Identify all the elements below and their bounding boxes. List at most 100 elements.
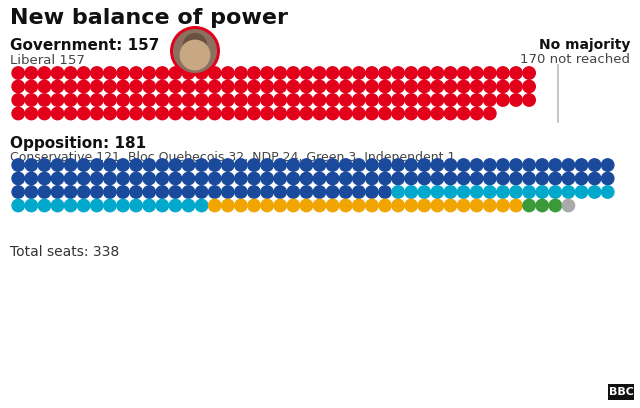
Circle shape xyxy=(169,80,182,93)
Circle shape xyxy=(116,172,129,185)
Circle shape xyxy=(209,186,221,198)
Circle shape xyxy=(25,94,38,106)
Circle shape xyxy=(314,186,326,198)
Circle shape xyxy=(353,172,365,185)
Circle shape xyxy=(353,159,365,171)
Circle shape xyxy=(339,94,352,106)
Circle shape xyxy=(38,172,51,185)
Circle shape xyxy=(484,107,496,120)
Circle shape xyxy=(339,107,352,120)
FancyBboxPatch shape xyxy=(608,384,634,400)
Circle shape xyxy=(25,67,38,79)
Circle shape xyxy=(51,159,64,171)
Circle shape xyxy=(130,94,142,106)
Text: Government: 157: Government: 157 xyxy=(10,38,159,53)
Circle shape xyxy=(300,67,312,79)
Circle shape xyxy=(25,80,38,93)
Circle shape xyxy=(221,67,234,79)
Circle shape xyxy=(182,107,195,120)
Circle shape xyxy=(38,80,51,93)
Circle shape xyxy=(116,67,129,79)
Circle shape xyxy=(156,94,168,106)
Circle shape xyxy=(116,107,129,120)
Circle shape xyxy=(261,199,273,212)
Circle shape xyxy=(339,199,352,212)
Circle shape xyxy=(470,80,483,93)
Circle shape xyxy=(12,94,24,106)
Circle shape xyxy=(182,159,195,171)
Circle shape xyxy=(300,159,312,171)
Circle shape xyxy=(458,199,470,212)
Circle shape xyxy=(143,94,156,106)
Circle shape xyxy=(104,67,116,79)
Circle shape xyxy=(182,67,195,79)
Circle shape xyxy=(392,172,404,185)
Circle shape xyxy=(431,159,444,171)
Circle shape xyxy=(470,186,483,198)
Circle shape xyxy=(65,159,77,171)
Circle shape xyxy=(195,107,208,120)
Circle shape xyxy=(287,80,300,93)
Circle shape xyxy=(235,186,247,198)
Circle shape xyxy=(38,199,51,212)
Circle shape xyxy=(431,67,444,79)
Circle shape xyxy=(65,107,77,120)
Circle shape xyxy=(379,199,391,212)
Circle shape xyxy=(510,199,522,212)
Circle shape xyxy=(248,199,260,212)
Circle shape xyxy=(602,172,614,185)
Circle shape xyxy=(221,199,234,212)
Circle shape xyxy=(392,94,404,106)
Circle shape xyxy=(248,80,260,93)
Circle shape xyxy=(339,186,352,198)
Circle shape xyxy=(379,67,391,79)
Circle shape xyxy=(339,80,352,93)
Circle shape xyxy=(25,107,38,120)
Circle shape xyxy=(195,67,208,79)
Circle shape xyxy=(484,172,496,185)
Circle shape xyxy=(195,199,208,212)
Circle shape xyxy=(77,94,90,106)
Circle shape xyxy=(418,67,431,79)
Circle shape xyxy=(65,199,77,212)
Circle shape xyxy=(300,107,312,120)
Text: 170 not reached: 170 not reached xyxy=(520,53,630,66)
Circle shape xyxy=(235,67,247,79)
Circle shape xyxy=(431,107,444,120)
Circle shape xyxy=(91,107,103,120)
Circle shape xyxy=(353,199,365,212)
Circle shape xyxy=(510,159,522,171)
Circle shape xyxy=(365,107,378,120)
Circle shape xyxy=(91,67,103,79)
Circle shape xyxy=(484,80,496,93)
Circle shape xyxy=(300,199,312,212)
Circle shape xyxy=(173,29,217,73)
Circle shape xyxy=(274,199,287,212)
Circle shape xyxy=(418,172,431,185)
Circle shape xyxy=(104,186,116,198)
Circle shape xyxy=(523,67,535,79)
Circle shape xyxy=(156,80,168,93)
Circle shape xyxy=(182,199,195,212)
Circle shape xyxy=(365,80,378,93)
Circle shape xyxy=(588,186,601,198)
Circle shape xyxy=(274,159,287,171)
Circle shape xyxy=(549,159,561,171)
Circle shape xyxy=(458,94,470,106)
Circle shape xyxy=(156,199,168,212)
Circle shape xyxy=(38,67,51,79)
Circle shape xyxy=(91,172,103,185)
Circle shape xyxy=(104,80,116,93)
Circle shape xyxy=(287,172,300,185)
Circle shape xyxy=(314,159,326,171)
Circle shape xyxy=(195,80,208,93)
Circle shape xyxy=(77,172,90,185)
Circle shape xyxy=(143,172,156,185)
Circle shape xyxy=(221,172,234,185)
Circle shape xyxy=(221,159,234,171)
Circle shape xyxy=(484,94,496,106)
Circle shape xyxy=(418,199,431,212)
Circle shape xyxy=(12,186,24,198)
Text: Opposition: 181: Opposition: 181 xyxy=(10,136,146,151)
Circle shape xyxy=(77,80,90,93)
